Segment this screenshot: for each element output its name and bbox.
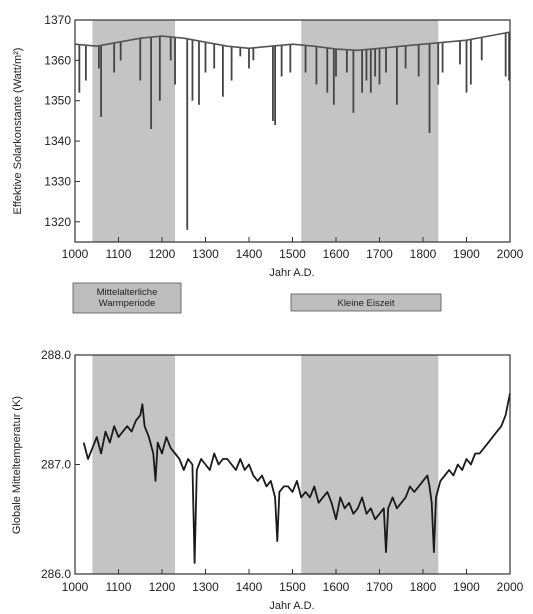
chart2-shaded-periods (92, 355, 439, 574)
chart2-x-tick-label: 1000 (62, 580, 89, 594)
medieval-warm-period-label: Mittelalterliche Warmperiode (97, 287, 158, 309)
temperature-series-line (82, 393, 511, 564)
chart1-y-tick-label: 1330 (44, 174, 71, 188)
chart2-y-tick-label: 288.0 (41, 348, 71, 362)
chart2-y-tick-label: 287.0 (41, 458, 71, 472)
chart1-shaded-period-0 (92, 20, 176, 242)
chart1-x-tick-label: 1100 (106, 247, 132, 261)
chart2-x-ticks: 1000 1100 1200 1300 1400 1500 1600 1700 1800 1900… (62, 569, 524, 594)
chart1-y-tick-label: 1370 (44, 13, 71, 27)
global-temperature-chart: 1000 1100 1200 1300 1400 1500 1600 1700 1800 1900… (11, 348, 524, 612)
solar-constant-baseline-line (74, 31, 511, 52)
chart2-shaded-period-1 (301, 355, 439, 574)
chart1-x-tick-label: 1000 (62, 247, 89, 261)
little-ice-age-label: Kleine Eiszeit (337, 298, 394, 309)
chart2-x-tick-label: 1400 (236, 580, 263, 594)
chart2-x-tick-label: 1600 (323, 580, 350, 594)
chart2-x-tick-label: 1700 (366, 580, 393, 594)
chart2-y-axis-title: Globale Mitteltemperatur (K) (11, 396, 23, 534)
chart1-x-tick-label: 1900 (453, 247, 480, 261)
chart1-shaded-periods (92, 20, 439, 242)
chart1-x-tick-label: 1400 (236, 247, 263, 261)
chart1-x-tick-label: 2000 (497, 247, 524, 261)
chart1-x-tick-label: 1300 (192, 247, 219, 261)
chart1-volcanic-dips (78, 32, 511, 230)
chart1-y-tick-label: 1350 (44, 94, 71, 108)
chart1-y-tick-label: 1340 (44, 134, 71, 148)
chart2-x-tick-label: 1100 (106, 580, 132, 594)
chart1-x-tick-label: 1800 (410, 247, 437, 261)
chart2-y-tick-label: 286.0 (41, 567, 71, 581)
chart1-x-tick-label: 1200 (149, 247, 176, 261)
chart2-shaded-period-0 (92, 355, 176, 574)
chart1-y-tick-label: 1320 (44, 215, 71, 229)
period-legend: Mittelalterliche Warmperiode Kleine Eisze… (72, 282, 442, 314)
chart1-x-tick-label: 1600 (323, 247, 350, 261)
chart2-x-tick-label: 1900 (453, 580, 480, 594)
chart1-shaded-period-1 (301, 20, 439, 242)
chart1-y-axis-title: Effektive Solarkonstante (Watt/m²) (12, 48, 24, 215)
chart2-x-tick-label: 1200 (149, 580, 176, 594)
medieval-warm-period-box (72, 282, 182, 314)
chart1-y-tick-label: 1360 (44, 53, 71, 67)
chart1-x-tick-label: 1700 (366, 247, 393, 261)
chart2-x-axis-title: Jahr A.D. (269, 600, 314, 612)
chart2-x-tick-label: 2000 (497, 580, 524, 594)
chart2-x-tick-label: 1300 (192, 580, 219, 594)
chart2-y-ticks: 286.0 287.0 288.0 (41, 348, 80, 581)
solar-constant-chart: 1000 1100 1200 1300 1400 1500 1600 1700 1800 1900… (12, 13, 524, 279)
chart2-x-tick-label: 1500 (279, 580, 306, 594)
chart1-x-axis-title: Jahr A.D. (269, 267, 314, 279)
medieval-label-line: Mittelalterliche (97, 287, 158, 298)
medieval-label-line: Warmperiode (99, 298, 156, 309)
chart1-y-ticks: 1320 1330 1340 1350 1360 1370 (44, 13, 80, 229)
chart2-x-tick-label: 1800 (410, 580, 437, 594)
chart1-x-ticks: 1000 1100 1200 1300 1400 1500 1600 1700 1800 1900… (62, 237, 524, 261)
little-ice-age-box (290, 293, 442, 312)
chart1-x-tick-label: 1500 (279, 247, 306, 261)
